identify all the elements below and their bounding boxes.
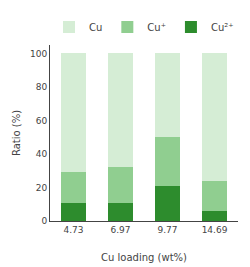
svg-text:6.97: 6.97	[110, 225, 130, 235]
svg-text:Cu²⁺: Cu²⁺	[211, 22, 234, 33]
svg-text:80: 80	[36, 82, 48, 92]
svg-text:9.77: 9.77	[157, 225, 177, 235]
svg-text:60: 60	[36, 116, 48, 126]
svg-text:14.69: 14.69	[202, 225, 228, 235]
svg-text:Cu: Cu	[89, 22, 102, 33]
svg-text:40: 40	[36, 149, 48, 159]
svg-text:Cu loading (wt%): Cu loading (wt%)	[101, 252, 187, 263]
svg-text:20: 20	[36, 183, 48, 193]
svg-text:4.73: 4.73	[63, 225, 83, 235]
svg-text:0: 0	[41, 216, 47, 226]
svg-text:Ratio (%): Ratio (%)	[11, 110, 22, 156]
svg-text:100: 100	[30, 49, 47, 59]
svg-text:Cu⁺: Cu⁺	[147, 22, 166, 33]
